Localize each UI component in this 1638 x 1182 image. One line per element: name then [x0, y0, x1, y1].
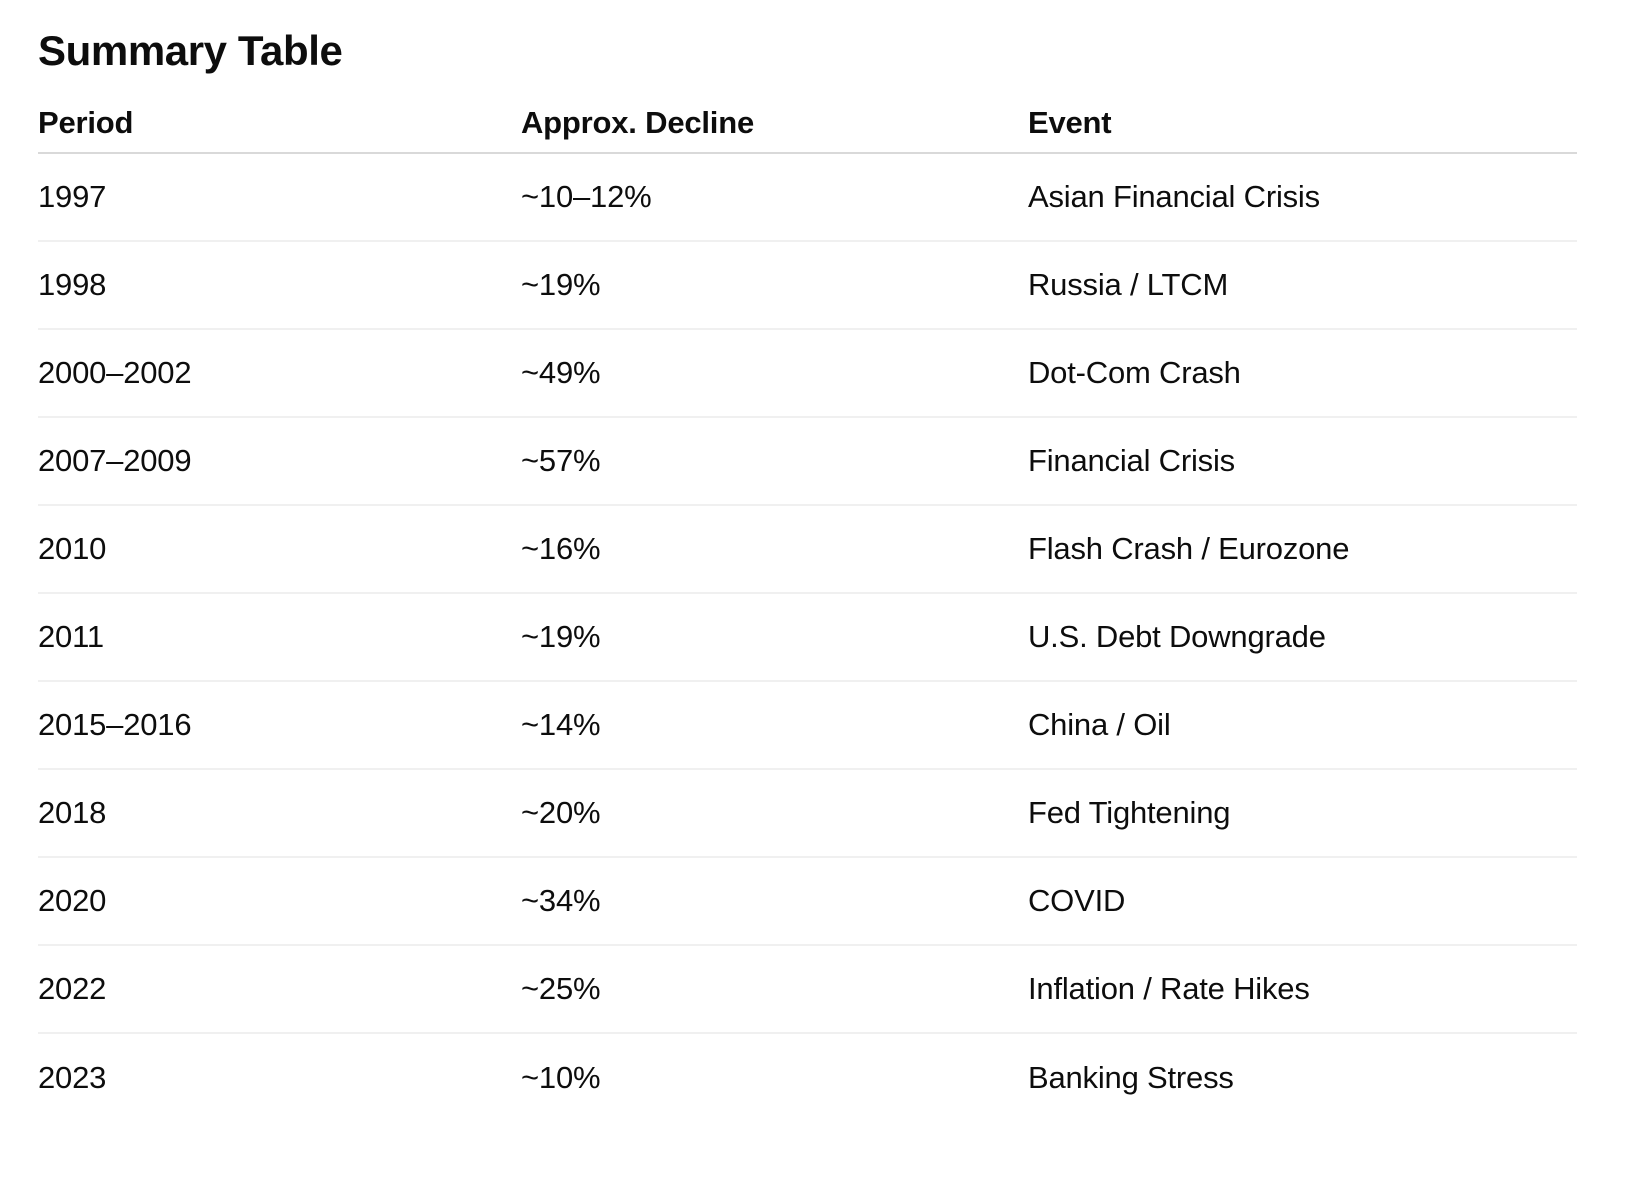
cell-event: Russia / LTCM	[1028, 241, 1577, 330]
table-row: 2007–2009 ~57% Financial Crisis	[38, 417, 1577, 506]
table-row: 2010 ~16% Flash Crash / Eurozone	[38, 505, 1577, 594]
column-header-period: Period	[38, 76, 521, 154]
table-header: Period Approx. Decline Event	[38, 76, 1577, 154]
cell-decline: ~14%	[521, 681, 1028, 770]
table-body: 1997 ~10–12% Asian Financial Crisis 1998…	[38, 153, 1577, 1121]
cell-event: Financial Crisis	[1028, 417, 1577, 506]
cell-event: Asian Financial Crisis	[1028, 153, 1577, 242]
summary-table: Period Approx. Decline Event 1997 ~10–12…	[38, 76, 1577, 1121]
table-row: 1998 ~19% Russia / LTCM	[38, 241, 1577, 330]
cell-decline: ~25%	[521, 945, 1028, 1034]
cell-event: U.S. Debt Downgrade	[1028, 593, 1577, 682]
cell-event: Flash Crash / Eurozone	[1028, 505, 1577, 594]
column-header-event: Event	[1028, 76, 1577, 154]
cell-period: 1997	[38, 153, 521, 242]
cell-period: 2020	[38, 857, 521, 946]
cell-decline: ~20%	[521, 769, 1028, 858]
cell-event: COVID	[1028, 857, 1577, 946]
table-row: 2000–2002 ~49% Dot-Com Crash	[38, 329, 1577, 418]
cell-period: 2015–2016	[38, 681, 521, 770]
cell-decline: ~10%	[521, 1059, 601, 1095]
cell-event: Banking Stress	[1028, 1059, 1234, 1095]
cell-decline: ~57%	[521, 417, 1028, 506]
cell-period: 2011	[38, 593, 521, 682]
cell-decline: ~19%	[521, 593, 1028, 682]
cell-event: Fed Tightening	[1028, 769, 1577, 858]
table-row: 2020 ~34% COVID	[38, 857, 1577, 946]
table-header-row: Period Approx. Decline Event	[38, 76, 1577, 154]
cell-period: 2000–2002	[38, 329, 521, 418]
table-row: 2018 ~20% Fed Tightening	[38, 769, 1577, 858]
table-row: 2022 ~25% Inflation / Rate Hikes	[38, 945, 1577, 1034]
column-header-decline: Approx. Decline	[521, 76, 1028, 154]
table-row: 2015–2016 ~14% China / Oil	[38, 681, 1577, 770]
cell-period: 2022	[38, 945, 521, 1034]
cell-event: China / Oil	[1028, 681, 1577, 770]
cell-decline: ~19%	[521, 241, 1028, 330]
cell-period: 1998	[38, 241, 521, 330]
cell-period: 2007–2009	[38, 417, 521, 506]
cell-decline: ~10–12%	[521, 153, 1028, 242]
table-row: 2011 ~19% U.S. Debt Downgrade	[38, 593, 1577, 682]
cell-event: Dot-Com Crash	[1028, 329, 1577, 418]
cell-decline: ~34%	[521, 857, 1028, 946]
cell-period: 2023	[38, 1059, 107, 1095]
cell-period: 2018	[38, 769, 521, 858]
table-row: 2023 ~10% Banking Stress	[38, 1033, 1577, 1121]
table-row: 1997 ~10–12% Asian Financial Crisis	[38, 153, 1577, 242]
cell-decline: ~49%	[521, 329, 1028, 418]
page-title: Summary Table	[38, 27, 343, 74]
cell-event: Inflation / Rate Hikes	[1028, 945, 1577, 1034]
cell-period: 2010	[38, 505, 521, 594]
cell-decline: ~16%	[521, 505, 1028, 594]
